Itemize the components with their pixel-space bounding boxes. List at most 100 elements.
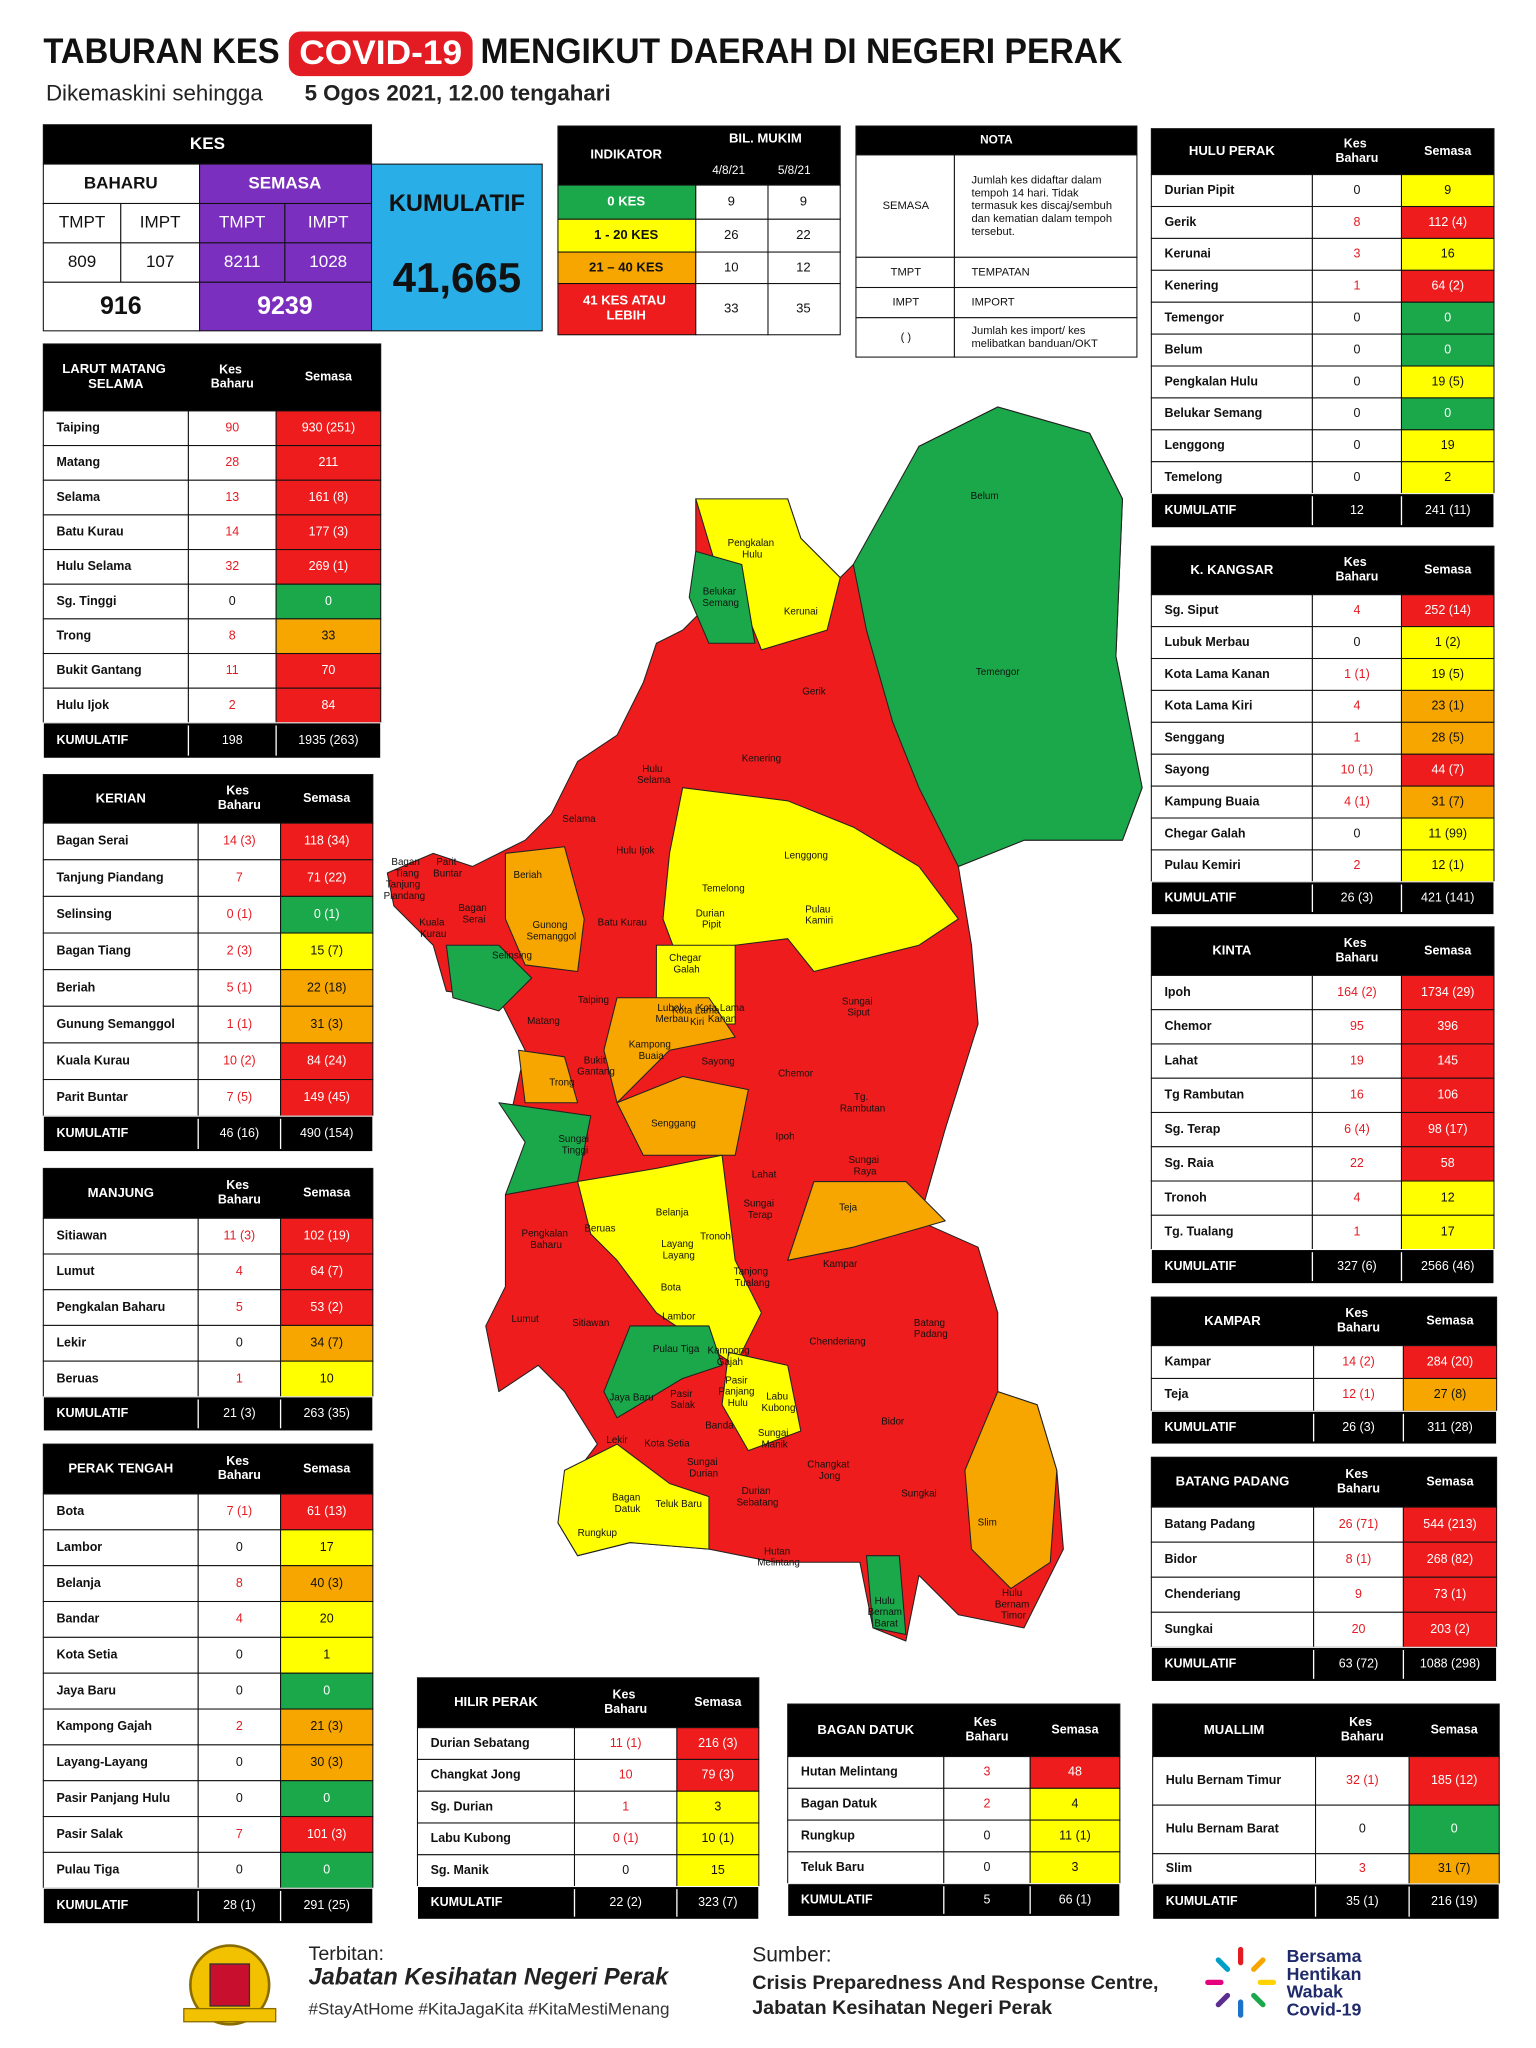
label: 0 [236,1791,243,1805]
label: 1 [1353,279,1360,293]
label: Kenering [1164,279,1218,293]
cell [1402,1377,1498,1412]
text-line: Sungai [848,1155,881,1166]
text-line: tersebut. [971,226,1014,238]
map-label: Belanja [656,1208,689,1219]
label: 33 [321,628,335,642]
crest-shape [183,2007,277,2023]
cell [1311,1180,1403,1216]
map-label: Durian Sebatang [736,1486,778,1508]
text-line: Salak [670,1400,695,1411]
map-region [603,1325,723,1419]
cell [1311,301,1403,335]
label: 63 (72) [1339,1657,1379,1671]
text-line: Melintang [757,1557,800,1568]
map-label: Lekir [606,1435,628,1446]
map-label: Sungai Siput [842,996,875,1018]
label: 0 [236,1683,243,1697]
text-line: Sungai [743,1198,776,1209]
label: 0 [1353,406,1360,420]
label: Labu Kubong [431,1831,511,1845]
cell [1400,301,1495,335]
map-label: Hutan Melintang [757,1546,800,1568]
cell [1150,237,1313,271]
cell [416,1854,576,1888]
map-label: Batu Kurau [598,918,647,929]
label: Matang [56,455,100,469]
label: 5 [236,1300,243,1314]
map-label: Hulu Ijok [616,845,654,856]
label: Bidor [1164,1552,1197,1566]
cell [1029,1787,1121,1821]
label: Tanjung Piandang [56,870,163,884]
label: 5 (1) [227,980,253,994]
cell [416,1758,576,1792]
cell [855,256,955,289]
map-label: Changkat Jong [807,1459,852,1481]
label: Changkat Jong [431,1768,521,1782]
label: 64 (2) [1431,279,1464,293]
cell [197,859,282,897]
label: Semasa [1431,1723,1479,1737]
cell [1311,689,1403,723]
cell [1400,1111,1495,1148]
label: 66 (1) [1059,1892,1092,1906]
label: 30 (3) [310,1755,343,1769]
text-line: Kampong [629,1039,674,1050]
label: Pengkalan Baharu [56,1300,165,1314]
label: IMPORT [971,297,1014,309]
label: Kota Lama Kiri [1164,699,1252,713]
cell [1152,1853,1317,1885]
label: Lekir [56,1336,86,1350]
label: Sg. Durian [431,1799,493,1813]
text-line: Tualang [735,1278,770,1289]
cell [280,969,374,1007]
text-line: Jong [819,1471,840,1482]
cell [1150,1214,1313,1251]
map-label: Gerik [802,686,826,697]
text-line: Rambutan [840,1103,885,1114]
label: 20 [1352,1622,1366,1636]
cell [1400,1146,1495,1182]
map-label: Lumut [511,1314,539,1325]
header-cell [1150,926,1495,976]
text-line: Kes [974,1715,1000,1729]
cell [1400,429,1495,463]
text-line: dan kematian dalam tempoh [971,213,1115,225]
label: Kes Baharu [218,784,261,812]
cell [280,1493,374,1531]
text-line: Baharu [1341,1730,1384,1744]
label: Wabak [1287,1982,1344,2002]
label: 118 (34) [304,834,350,848]
label: KUMULATIF [1164,503,1236,517]
header-cell [1150,128,1495,176]
cell [1311,237,1403,271]
label: PERAK TENGAH [68,1461,173,1476]
map-label: Sungai Raya [848,1155,881,1177]
label: Sungkai [1164,1622,1213,1636]
label: Sg. Tinggi [56,594,116,608]
label: #StayAtHome #KitaJagaKita #KitaMestiMena… [309,1999,670,2018]
cell [42,202,122,244]
label: Kes Baharu [218,1454,261,1482]
label: Sg. Raia [1164,1156,1214,1170]
label: 291 (25) [303,1898,349,1912]
label: Bagan Tiang [56,944,131,958]
cell [280,1780,374,1818]
cell [1150,269,1313,303]
cell [1313,1611,1404,1648]
text-line: Parit [436,857,459,868]
cell [197,1600,282,1638]
label: NOTA [980,133,1013,147]
cell [1150,1111,1313,1148]
label: Trong [56,628,91,642]
label: KUMULATIF [1164,1259,1236,1273]
cell [1313,1506,1404,1543]
label: Beriah [56,980,95,994]
cell [280,1529,374,1567]
label: 22 [796,227,811,242]
map-label: Teja [839,1202,858,1213]
cell [42,445,189,481]
campaign-logo [1205,1946,1277,2018]
label: Belum [1164,342,1202,356]
